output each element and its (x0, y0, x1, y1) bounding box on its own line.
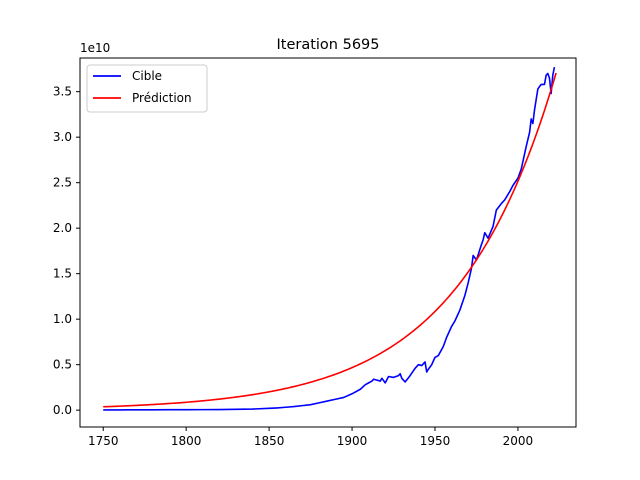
x-tick-label: 1800 (171, 434, 202, 448)
y-tick-label: 0.0 (53, 403, 72, 417)
legend-label-cible: Cible (132, 69, 162, 83)
x-tick-label: 2000 (503, 434, 534, 448)
x-tick-label: 1750 (88, 434, 119, 448)
x-tick-label: 1850 (254, 434, 285, 448)
x-tick-label: 1900 (337, 434, 368, 448)
legend: Cible Prédiction (86, 64, 208, 113)
y-axis: 0.0 0.5 1.0 1.5 2.0 2.5 3.0 3.5 (53, 85, 80, 417)
y-tick-label: 2.0 (53, 221, 72, 235)
x-tick-label: 1950 (420, 434, 451, 448)
y-tick-label: 3.5 (53, 85, 72, 99)
series-line-cible (103, 66, 556, 411)
x-axis: 1750 1800 1850 1900 1950 2000 (88, 427, 533, 448)
y-tick-label: 1.5 (53, 267, 72, 281)
y-tick-label: 0.5 (53, 358, 72, 372)
legend-label-prediction: Prédiction (132, 91, 192, 105)
y-tick-label: 2.5 (53, 176, 72, 190)
y-tick-label: 3.0 (53, 130, 72, 144)
plot-area (80, 58, 576, 427)
chart-title: Iteration 5695 (276, 37, 379, 53)
series-line-prediction (103, 72, 557, 408)
y-tick-label: 1.0 (53, 312, 72, 326)
plot-frame (79, 57, 577, 428)
series-layer (103, 66, 557, 411)
y-axis-offset-text: 1e10 (80, 41, 110, 55)
